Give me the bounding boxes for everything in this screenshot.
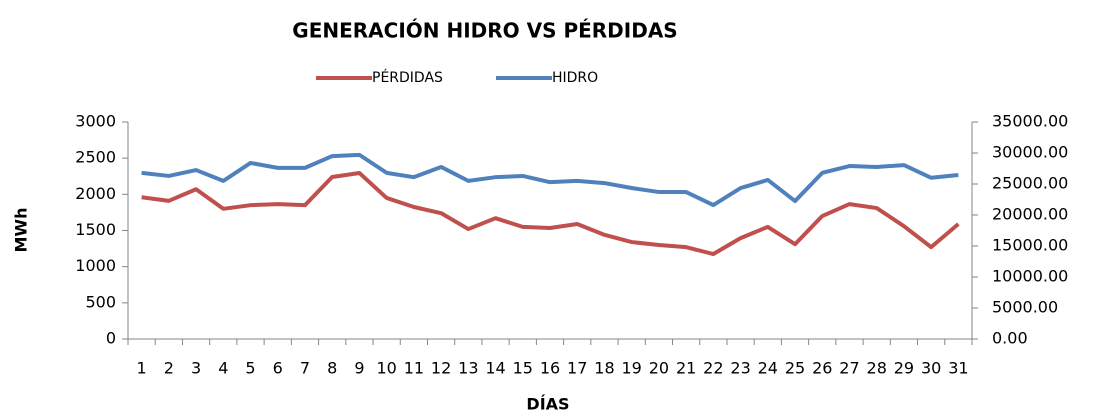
chart-title: GENERACIÓN HIDRO VS PÉRDIDAS bbox=[292, 19, 677, 43]
x-tick-label: 10 bbox=[376, 359, 396, 378]
x-tick-label: 18 bbox=[594, 359, 614, 378]
y-axis-label: MWh bbox=[12, 208, 31, 253]
x-tick-label: 13 bbox=[458, 359, 478, 378]
y2-tick-label: 15000.00 bbox=[992, 236, 1068, 255]
y2-tick-label: 5000.00 bbox=[992, 298, 1058, 317]
x-tick-label: 11 bbox=[404, 359, 424, 378]
x-tick-label: 27 bbox=[839, 359, 859, 378]
x-tick-label: 3 bbox=[191, 359, 201, 378]
y2-tick-label: 30000.00 bbox=[992, 143, 1068, 162]
x-tick-label: 25 bbox=[785, 359, 805, 378]
x-tick-label: 17 bbox=[567, 359, 587, 378]
x-tick-label: 21 bbox=[676, 359, 696, 378]
x-tick-label: 1 bbox=[137, 359, 147, 378]
x-tick-label: 31 bbox=[948, 359, 968, 378]
x-tick-label: 16 bbox=[540, 359, 560, 378]
x-tick-label: 28 bbox=[867, 359, 887, 378]
legend-label: PÉRDIDAS bbox=[372, 69, 443, 86]
x-tick-label: 5 bbox=[245, 359, 255, 378]
y-tick-label: 1000 bbox=[75, 256, 116, 275]
x-tick-label: 29 bbox=[894, 359, 914, 378]
y-tick-label: 1500 bbox=[75, 220, 116, 239]
x-tick-label: 2 bbox=[164, 359, 174, 378]
x-tick-label: 23 bbox=[730, 359, 750, 378]
x-tick-label: 24 bbox=[758, 359, 778, 378]
x-tick-label: 20 bbox=[649, 359, 669, 378]
y2-tick-label: 0.00 bbox=[992, 329, 1028, 348]
data-line bbox=[141, 152, 959, 208]
y-tick-label: 500 bbox=[85, 292, 116, 311]
x-tick-label: 22 bbox=[703, 359, 723, 378]
y2-tick-label: 20000.00 bbox=[992, 205, 1068, 224]
y-tick-label: 2000 bbox=[75, 184, 116, 203]
x-tick-label: 12 bbox=[431, 359, 451, 378]
y2-tick-label: 35000.00 bbox=[992, 112, 1068, 131]
x-tick-label: 6 bbox=[273, 359, 283, 378]
legend-label: HIDRO bbox=[552, 70, 598, 86]
x-tick-label: 7 bbox=[300, 359, 310, 378]
x-tick-label: 9 bbox=[354, 359, 364, 378]
x-tick-label: 14 bbox=[485, 359, 505, 378]
x-tick-label: 15 bbox=[513, 359, 533, 378]
y2-tick-label: 25000.00 bbox=[992, 174, 1068, 193]
x-axis-label: DÍAS bbox=[526, 395, 569, 414]
data-line bbox=[141, 170, 960, 257]
x-tick-label: 26 bbox=[812, 359, 832, 378]
x-tick-label: 30 bbox=[921, 359, 941, 378]
x-tick-label: 4 bbox=[218, 359, 228, 378]
y-tick-label: 3000 bbox=[75, 112, 116, 131]
y2-tick-label: 10000.00 bbox=[992, 267, 1068, 286]
x-tick-label: 8 bbox=[327, 359, 337, 378]
y-tick-label: 0 bbox=[106, 329, 116, 348]
y-tick-label: 2500 bbox=[75, 148, 116, 167]
x-tick-label: 19 bbox=[621, 359, 641, 378]
